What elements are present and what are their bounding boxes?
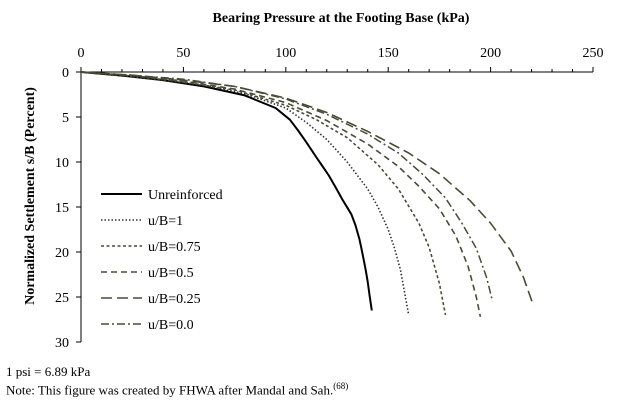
reference-superscript: (68): [333, 381, 349, 391]
plot-axes: 0 50 100 150 200 250 0 5 10 15 20 25 30: [55, 46, 604, 351]
series-line-u-b-0-75: [80, 71, 447, 316]
series-line-u-b-0-0: [80, 71, 494, 302]
y-tick-label: 5: [62, 111, 69, 126]
x-tick-label: 250: [583, 46, 604, 61]
y-tick-label: 15: [55, 201, 69, 216]
series-line-u-b-1: [80, 71, 410, 316]
chart-title: Bearing Pressure at the Footing Base (kP…: [213, 11, 470, 26]
unit-conversion-note: 1 psi = 6.89 kPa: [6, 364, 91, 379]
legend-label-u-b-0-5: u/B=0.5: [148, 266, 194, 281]
x-tick-label: 200: [480, 46, 501, 61]
series-layer: [80, 71, 535, 317]
legend-label-u-b-1: u/B=1: [148, 214, 183, 229]
x-tick-label: 50: [176, 46, 190, 61]
y-tick-label: 30: [55, 336, 69, 351]
legend: Unreinforced u/B=1 u/B=0.75 u/B=0.5 u/B=0.25…: [101, 188, 223, 333]
series-line-unreinforced: [80, 71, 373, 311]
legend-label-u-b-0-25: u/B=0.25: [148, 292, 201, 307]
y-tick-label: 10: [55, 156, 69, 171]
legend-label-unreinforced: Unreinforced: [148, 188, 223, 203]
x-tick-label: 0: [78, 46, 85, 61]
series-line-u-b-0-5: [80, 71, 482, 317]
y-tick-label: 0: [62, 66, 69, 81]
source-note: Note: This figure was created by FHWA af…: [6, 381, 349, 398]
y-axis-label: Normalized Settlement s/B (Percent): [23, 87, 38, 305]
y-tick-label: 25: [55, 291, 69, 306]
x-tick-label: 100: [275, 46, 296, 61]
x-tick-label: 150: [378, 46, 399, 61]
legend-label-u-b-0-75: u/B=0.75: [148, 240, 201, 255]
settlement-chart: Bearing Pressure at the Footing Base (kP…: [23, 11, 604, 351]
legend-label-u-b-0-0: u/B=0.0: [148, 318, 194, 333]
y-tick-label: 20: [55, 246, 69, 261]
